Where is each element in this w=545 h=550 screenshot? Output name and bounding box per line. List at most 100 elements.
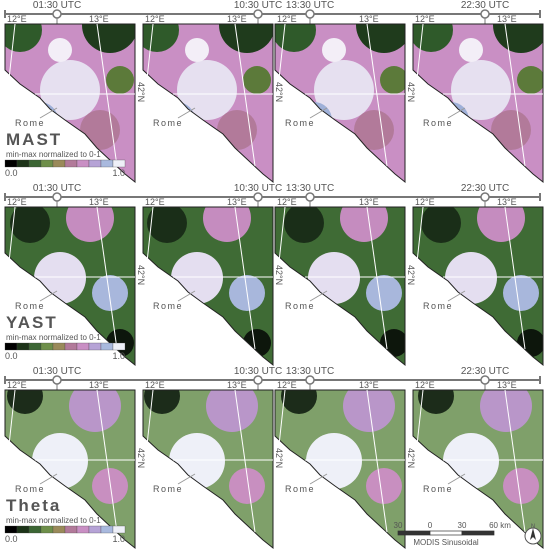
graticule [278, 206, 286, 263]
colorbar-swatch [88, 159, 102, 168]
lon-label: 13°E [359, 380, 379, 390]
time-label: 22:30 UTC [461, 366, 509, 377]
city-pointer [39, 107, 58, 119]
colorbar-caption: min-max normalized to 0-1 [6, 333, 101, 342]
city-label: Rome [153, 301, 183, 311]
scale-label: 30 [458, 521, 467, 530]
scale-label: 0 [428, 521, 433, 530]
time-marker [52, 192, 62, 202]
lon-label: 13°E [227, 380, 247, 390]
time-label: 10:30 UTC [234, 0, 282, 11]
graticule [504, 206, 526, 350]
graticule [416, 206, 424, 263]
city-pointer [39, 473, 58, 485]
colorbar-max: 1.0 [112, 351, 125, 361]
colorbar-swatch [64, 342, 78, 351]
time-label: 01:30 UTC [33, 366, 81, 377]
lon-label: 12°E [415, 380, 435, 390]
time-label: 01:30 UTC [33, 183, 81, 194]
graticule [416, 23, 424, 80]
row-label: YAST [6, 313, 58, 332]
city-pointer [309, 473, 328, 485]
time-marker [52, 9, 62, 19]
colorbar-swatch [16, 342, 30, 351]
row-label: MAST [6, 130, 62, 149]
graticule [504, 389, 526, 533]
lon-label: 13°E [359, 197, 379, 207]
city-pointer [39, 290, 58, 302]
colorbar-swatch [4, 525, 18, 534]
city-label: Rome [285, 484, 315, 494]
colorbar-swatch [28, 342, 42, 351]
time-label: 10:30 UTC [234, 366, 282, 377]
city-label: Rome [15, 484, 45, 494]
colorbar-swatch [100, 342, 114, 351]
city-label: Rome [15, 301, 45, 311]
lon-label: 12°E [145, 14, 165, 24]
lon-label: 13°E [89, 14, 109, 24]
colorbar-swatch [40, 342, 54, 351]
graticule [504, 23, 526, 167]
lon-label: 12°E [7, 14, 27, 24]
row-label: Theta [6, 496, 61, 515]
time-marker [480, 9, 490, 19]
time-label: 13:30 UTC [286, 366, 334, 377]
graticule [96, 389, 118, 533]
colorbar-swatch [112, 159, 126, 168]
lat-label: 42°N [136, 82, 146, 102]
lon-label: 13°E [89, 197, 109, 207]
colorbar-swatch [76, 159, 90, 168]
graticule [234, 23, 256, 167]
time-marker [480, 375, 490, 385]
colorbar-caption: min-max normalized to 0-1 [6, 150, 101, 159]
lon-label: 13°E [227, 197, 247, 207]
graticule [366, 23, 388, 167]
time-label: 13:30 UTC [286, 183, 334, 194]
colorbar-swatch [76, 525, 90, 534]
scale-segment [397, 530, 431, 536]
time-label: 22:30 UTC [461, 183, 509, 194]
city-label: Rome [423, 301, 453, 311]
graticule [8, 23, 16, 80]
colorbar-swatch [112, 342, 126, 351]
colorbar-swatch [52, 342, 66, 351]
lat-label: 42°N [406, 82, 416, 102]
graticule [278, 389, 286, 446]
city-label: Rome [423, 484, 453, 494]
city-pointer [177, 290, 196, 302]
city-label: Rome [153, 118, 183, 128]
city-pointer [177, 473, 196, 485]
colorbar-swatch [4, 342, 18, 351]
lat-label: 42°N [274, 448, 284, 468]
city-pointer [447, 290, 466, 302]
city-pointer [447, 107, 466, 119]
lon-label: 12°E [277, 380, 297, 390]
time-label: 13:30 UTC [286, 0, 334, 11]
time-marker [305, 9, 315, 19]
graticule [366, 206, 388, 350]
time-marker [480, 192, 490, 202]
graticule [278, 23, 286, 80]
city-pointer [309, 107, 328, 119]
colorbar-max: 1.0 [112, 168, 125, 178]
graticule [146, 23, 154, 80]
lon-label: 12°E [415, 14, 435, 24]
time-marker [253, 9, 263, 19]
colorbar-swatch [64, 525, 78, 534]
city-label: Rome [15, 118, 45, 128]
lon-label: 13°E [227, 14, 247, 24]
graticule [8, 206, 16, 263]
lon-label: 12°E [7, 197, 27, 207]
time-marker [52, 375, 62, 385]
scale-label: 30 [394, 521, 403, 530]
time-label: 01:30 UTC [33, 0, 81, 11]
colorbar-swatch [28, 525, 42, 534]
graticule [96, 206, 118, 350]
lon-label: 12°E [415, 197, 435, 207]
lat-label: 42°N [274, 265, 284, 285]
lon-label: 13°E [497, 14, 517, 24]
lon-label: 13°E [497, 197, 517, 207]
colorbar-swatch [52, 525, 66, 534]
city-label: Rome [285, 301, 315, 311]
lon-label: 12°E [145, 197, 165, 207]
